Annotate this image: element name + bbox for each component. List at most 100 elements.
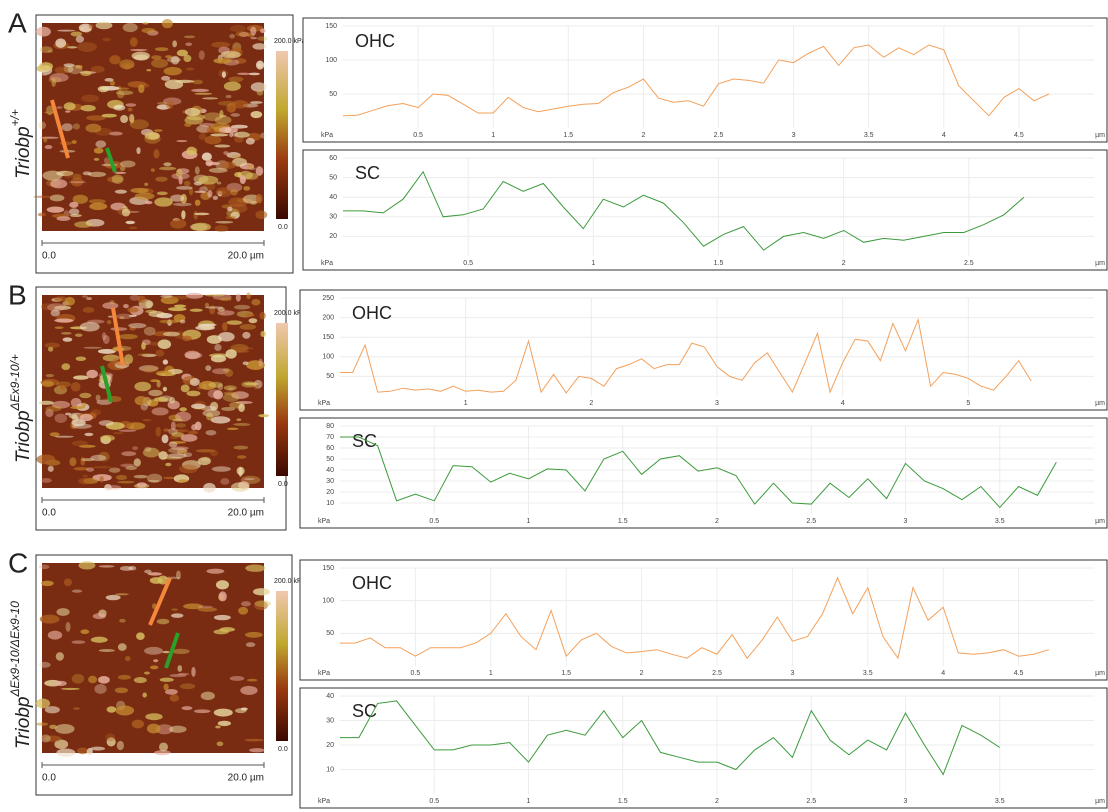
afm-texture bbox=[144, 327, 156, 336]
afm-texture bbox=[94, 684, 106, 694]
afm-texture bbox=[36, 454, 55, 464]
afm-texture bbox=[214, 615, 231, 620]
afm-texture bbox=[170, 195, 184, 202]
afm-texture bbox=[138, 84, 144, 93]
afm-texture bbox=[212, 466, 231, 471]
afm-texture bbox=[136, 632, 145, 640]
afm-texture bbox=[182, 335, 192, 341]
scale-end: 20.0 µm bbox=[228, 773, 264, 784]
afm-texture bbox=[65, 297, 75, 306]
afm-texture bbox=[195, 200, 201, 206]
afm-texture bbox=[214, 709, 233, 717]
afm-texture bbox=[256, 194, 263, 204]
genotype-label: TriobpΔEx9-10/+ bbox=[8, 354, 34, 463]
afm-texture bbox=[80, 322, 100, 331]
afm-texture bbox=[208, 382, 222, 388]
colorbar-max: 200.0 kPa bbox=[274, 38, 306, 45]
x-axis-label: µm bbox=[1095, 132, 1105, 139]
afm-texture bbox=[195, 166, 200, 174]
x-tick-label: 2 bbox=[641, 132, 645, 139]
afm-texture bbox=[117, 91, 124, 98]
afm-texture bbox=[125, 103, 136, 106]
y-tick-label: 100 bbox=[325, 57, 337, 64]
afm-texture bbox=[245, 314, 254, 317]
afm-texture bbox=[177, 665, 182, 672]
afm-texture bbox=[99, 420, 114, 426]
chart-title: SC bbox=[355, 163, 380, 183]
afm-texture bbox=[135, 396, 148, 405]
afm-texture bbox=[75, 333, 83, 336]
colorbar bbox=[276, 591, 288, 741]
x-tick-label: 2.5 bbox=[714, 132, 724, 139]
afm-texture bbox=[48, 631, 62, 640]
afm-texture bbox=[102, 114, 117, 118]
x-tick-label: 2.5 bbox=[712, 670, 722, 677]
afm-texture bbox=[154, 397, 168, 402]
afm-texture bbox=[160, 678, 174, 682]
afm-texture bbox=[65, 413, 71, 416]
afm-texture bbox=[71, 382, 81, 391]
afm-texture bbox=[61, 688, 80, 690]
afm-texture bbox=[259, 312, 265, 319]
afm-texture bbox=[50, 195, 65, 202]
x-tick-label: 4 bbox=[841, 400, 845, 407]
afm-texture bbox=[198, 457, 211, 465]
afm-texture bbox=[217, 310, 234, 315]
afm-texture bbox=[38, 662, 50, 668]
x-tick-label: 1.5 bbox=[618, 798, 628, 805]
afm-texture bbox=[123, 23, 138, 32]
afm-texture bbox=[116, 314, 132, 319]
afm-texture bbox=[65, 111, 70, 113]
figure: ATriobp+/+200.0 kPa0.00.020.0 µmBTriobpΔ… bbox=[0, 0, 1108, 812]
afm-texture bbox=[184, 351, 199, 360]
afm-texture bbox=[245, 632, 263, 638]
afm-texture bbox=[163, 387, 167, 392]
afm-texture bbox=[112, 175, 124, 184]
afm-texture bbox=[236, 294, 241, 302]
afm-texture bbox=[163, 162, 171, 166]
afm-texture bbox=[132, 720, 144, 729]
afm-texture bbox=[72, 640, 86, 643]
afm-texture bbox=[64, 102, 76, 110]
afm-texture bbox=[83, 347, 101, 349]
afm-texture bbox=[81, 457, 86, 466]
afm-texture bbox=[173, 203, 192, 207]
afm-texture bbox=[56, 106, 62, 109]
afm-texture bbox=[43, 136, 47, 142]
afm-texture bbox=[105, 733, 115, 741]
afm-texture bbox=[130, 49, 147, 51]
afm-texture bbox=[94, 158, 99, 161]
afm-texture bbox=[246, 138, 255, 145]
afm-texture bbox=[172, 649, 190, 654]
y-tick-label: 30 bbox=[326, 717, 334, 724]
y-tick-label: 40 bbox=[326, 693, 334, 700]
afm-texture bbox=[211, 42, 230, 48]
afm-texture bbox=[180, 683, 195, 689]
afm-texture bbox=[171, 56, 179, 65]
afm-texture bbox=[185, 108, 200, 116]
afm-texture bbox=[55, 67, 69, 74]
afm-texture bbox=[237, 419, 242, 421]
afm-texture bbox=[87, 748, 93, 755]
afm-texture bbox=[260, 29, 266, 33]
afm-texture bbox=[223, 393, 239, 402]
afm-texture bbox=[205, 294, 224, 296]
afm-texture bbox=[202, 153, 212, 161]
afm-texture bbox=[125, 656, 131, 661]
afm-texture bbox=[225, 128, 232, 133]
afm-texture bbox=[124, 354, 133, 364]
afm-texture bbox=[223, 151, 229, 155]
y-tick-label: 20 bbox=[326, 742, 334, 749]
afm-texture bbox=[145, 713, 162, 720]
afm-texture bbox=[51, 309, 60, 316]
afm-texture bbox=[226, 349, 237, 359]
afm-texture bbox=[250, 101, 263, 104]
x-tick-label: 3.5 bbox=[864, 132, 874, 139]
x-tick-label: 3.5 bbox=[863, 670, 873, 677]
x-tick-label: 2.5 bbox=[964, 260, 974, 267]
y-tick-label: 150 bbox=[322, 565, 334, 572]
chart-frame bbox=[303, 150, 1107, 270]
afm-texture bbox=[70, 406, 84, 409]
x-tick-label: 3.5 bbox=[995, 798, 1005, 805]
afm-texture bbox=[240, 175, 246, 184]
